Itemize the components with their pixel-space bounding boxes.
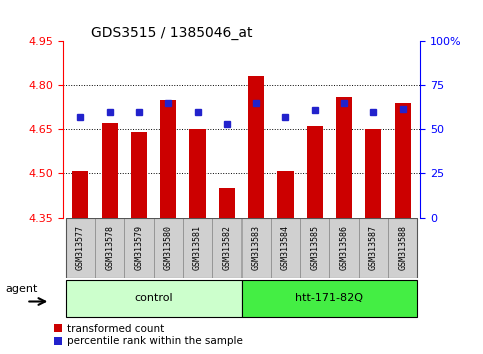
Text: GSM313584: GSM313584 xyxy=(281,225,290,270)
Bar xyxy=(154,218,183,278)
Bar xyxy=(242,280,417,316)
Text: GSM313588: GSM313588 xyxy=(398,225,407,270)
Bar xyxy=(242,218,271,278)
Bar xyxy=(160,100,176,218)
Text: GSM313580: GSM313580 xyxy=(164,225,173,270)
Bar xyxy=(101,123,118,218)
Bar xyxy=(388,218,417,278)
Text: GSM313579: GSM313579 xyxy=(134,225,143,270)
Bar xyxy=(300,218,329,278)
Bar xyxy=(219,188,235,218)
Text: GSM313581: GSM313581 xyxy=(193,225,202,270)
Text: GSM313583: GSM313583 xyxy=(252,225,261,270)
Bar xyxy=(365,129,382,218)
Bar xyxy=(307,126,323,218)
Text: control: control xyxy=(134,293,173,303)
Bar xyxy=(248,76,264,218)
Text: GSM313577: GSM313577 xyxy=(76,225,85,270)
Bar xyxy=(66,280,242,316)
Bar xyxy=(395,103,411,218)
Text: htt-171-82Q: htt-171-82Q xyxy=(296,293,363,303)
Text: GDS3515 / 1385046_at: GDS3515 / 1385046_at xyxy=(91,26,253,40)
Text: GSM313585: GSM313585 xyxy=(310,225,319,270)
Text: agent: agent xyxy=(5,284,37,294)
Bar xyxy=(271,218,300,278)
Bar xyxy=(95,218,124,278)
Bar xyxy=(124,218,154,278)
Text: GSM313586: GSM313586 xyxy=(340,225,349,270)
Bar xyxy=(66,218,95,278)
Bar xyxy=(336,97,352,218)
Bar xyxy=(277,171,294,218)
Bar xyxy=(72,171,88,218)
Text: GSM313578: GSM313578 xyxy=(105,225,114,270)
Bar xyxy=(131,132,147,218)
Bar xyxy=(329,218,359,278)
Bar xyxy=(212,218,242,278)
Bar xyxy=(189,129,206,218)
Text: GSM313587: GSM313587 xyxy=(369,225,378,270)
Legend: transformed count, percentile rank within the sample: transformed count, percentile rank withi… xyxy=(54,324,243,347)
Bar xyxy=(183,218,212,278)
Bar xyxy=(359,218,388,278)
Text: GSM313582: GSM313582 xyxy=(222,225,231,270)
